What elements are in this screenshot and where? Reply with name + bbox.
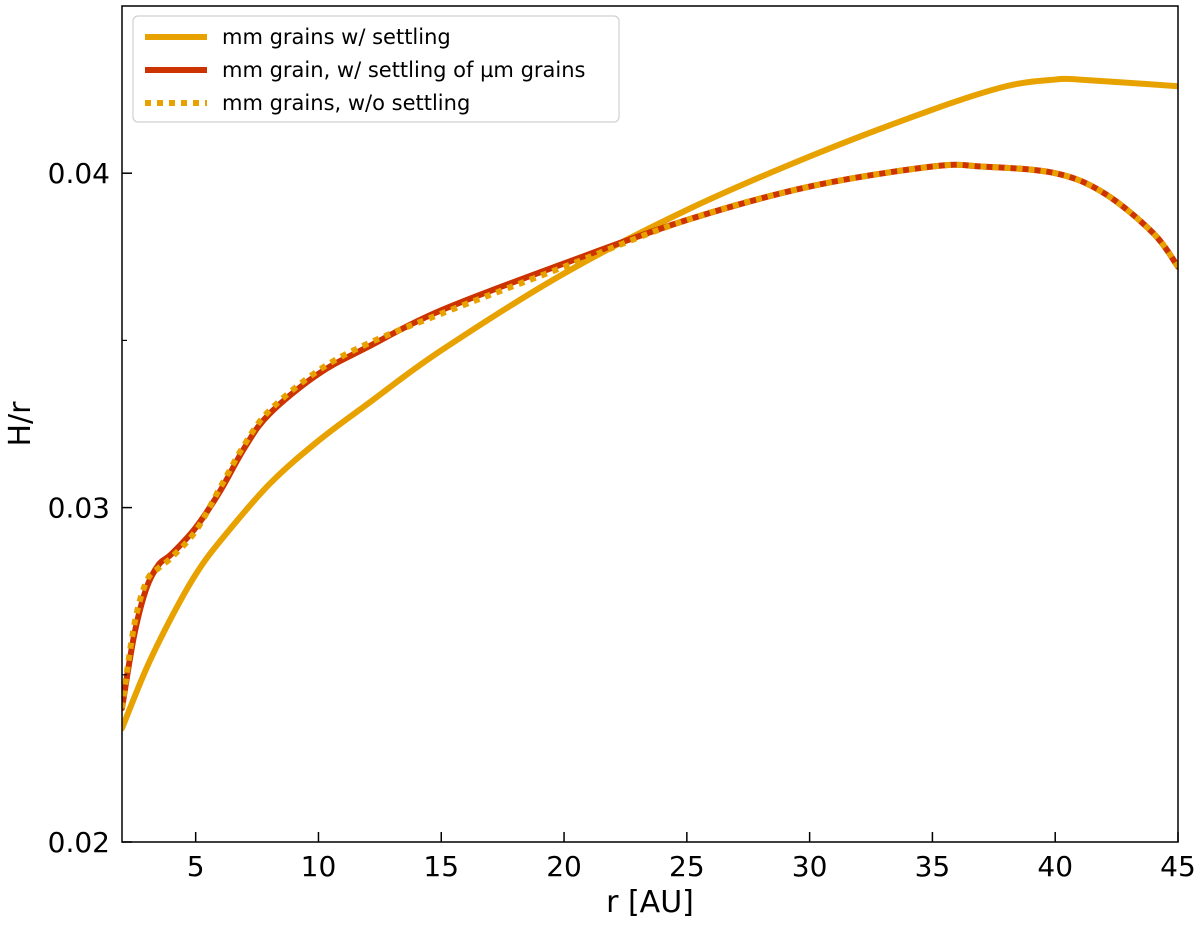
x-tick-label: 5: [187, 850, 205, 883]
series-line-mm-grains-settling: [122, 75, 1178, 732]
legend: mm grains w/ settling mm grain, w/ settli…: [132, 15, 620, 123]
y-axis-label: H/r: [3, 401, 38, 447]
legend-entry-label: mm grain, w/ settling of µm grains: [222, 58, 585, 82]
x-tick-label: 35: [915, 850, 951, 883]
ticks-layer: 5 10 15 20 25 30 35 40 45 0.02 0.03 0.04: [48, 157, 1196, 883]
x-tick-label: 10: [301, 850, 337, 883]
series-line-mm-grain-settling-um: [122, 161, 1178, 712]
x-tick-label: 25: [669, 850, 705, 883]
x-tick-label: 40: [1037, 850, 1073, 883]
y-tick-label: 0.02: [48, 826, 110, 859]
plot-frame: [121, 5, 1179, 843]
x-tick-label: 15: [423, 850, 459, 883]
x-axis-label: r [AU]: [606, 885, 694, 920]
x-tick-label: 30: [792, 850, 828, 883]
x-tick-label: 45: [1160, 850, 1196, 883]
series-line-mm-grains-no-settling: [122, 161, 1178, 709]
legend-entry-label: mm grains, w/o settling: [222, 91, 470, 115]
legend-entry-label: mm grains w/ settling: [222, 25, 451, 49]
y-tick-label: 0.04: [48, 157, 110, 190]
legend-box: [132, 15, 620, 123]
x-tick-label: 20: [546, 850, 582, 883]
series-layer: [122, 75, 1178, 732]
y-tick-label: 0.03: [48, 492, 110, 525]
